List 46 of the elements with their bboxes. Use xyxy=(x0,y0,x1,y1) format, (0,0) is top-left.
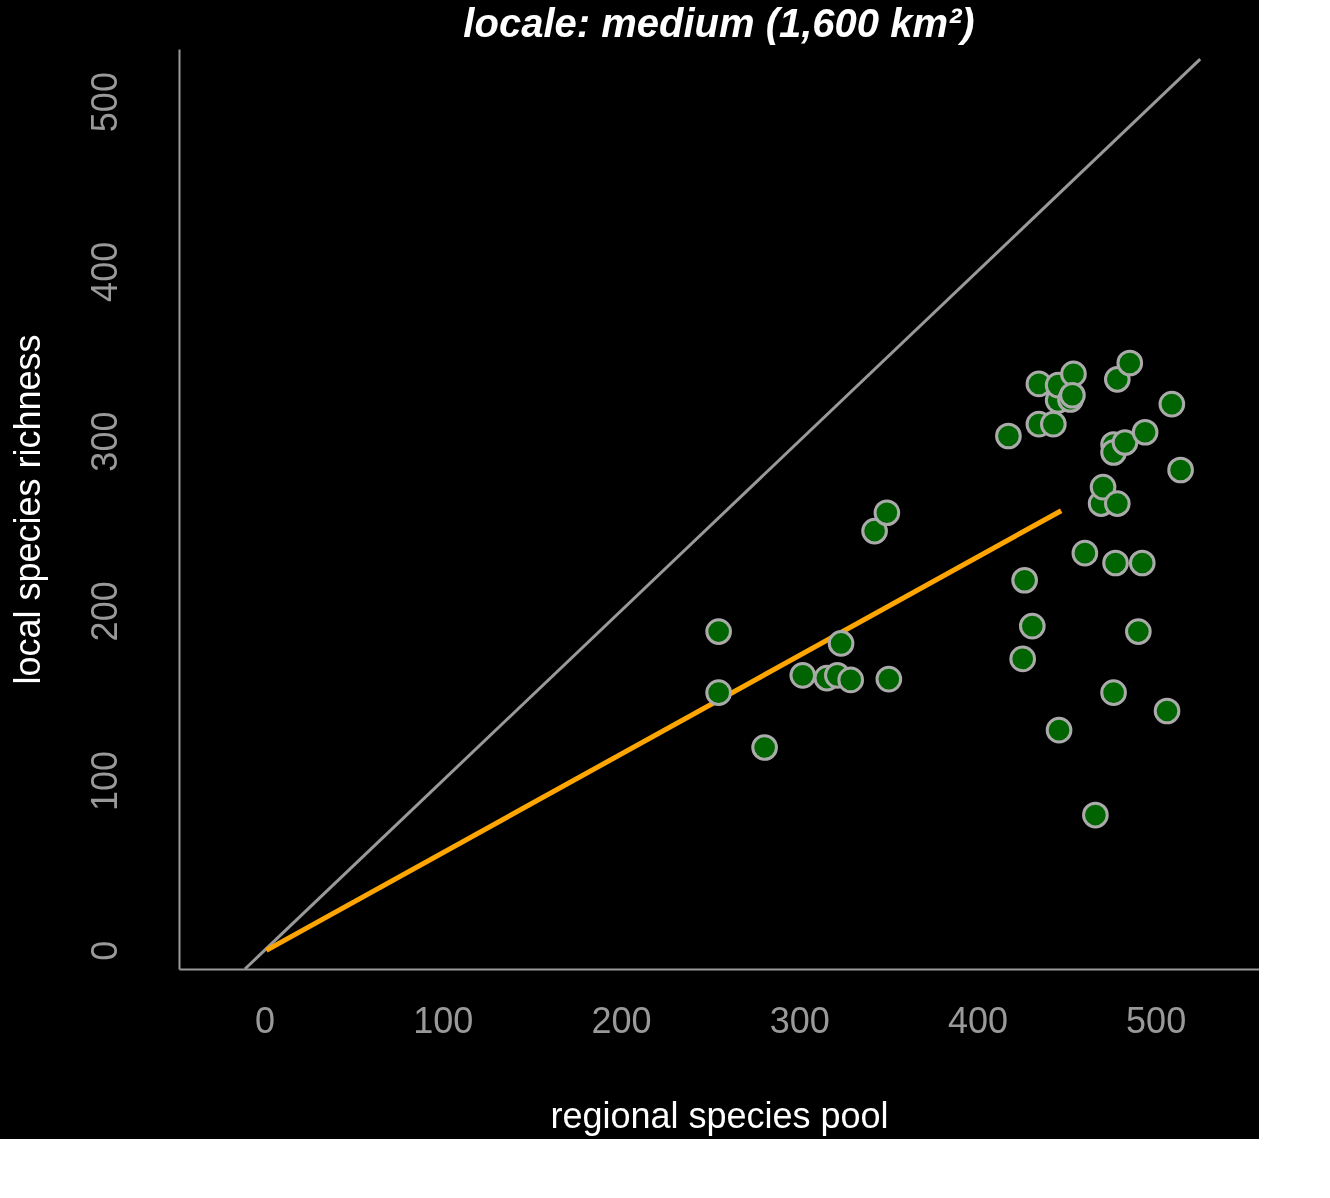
point xyxy=(873,499,901,527)
point xyxy=(1018,612,1046,640)
point xyxy=(1111,429,1139,456)
point xyxy=(1089,473,1117,501)
point xyxy=(705,679,732,706)
x-tick-label: 0 xyxy=(255,999,276,1041)
point xyxy=(705,618,732,645)
point xyxy=(1153,697,1181,725)
y-tick-label: 400 xyxy=(83,241,125,302)
point xyxy=(1071,539,1099,567)
y-tick-label: 200 xyxy=(83,581,125,642)
x-tick-label: 400 xyxy=(947,999,1008,1041)
point xyxy=(1103,490,1131,517)
point xyxy=(1128,549,1156,577)
point xyxy=(1082,801,1109,829)
point xyxy=(1059,381,1086,409)
y-tick-label: 500 xyxy=(83,72,125,133)
x-axis-title: regional species pool xyxy=(550,1094,889,1136)
y-axis-title: local species richness xyxy=(6,334,48,685)
point xyxy=(1011,566,1038,594)
point xyxy=(789,662,817,689)
x-tick-label: 500 xyxy=(1126,999,1187,1041)
point xyxy=(1045,716,1073,744)
point xyxy=(1131,418,1159,446)
chart-title: locale: medium (1,600 km²) xyxy=(463,1,975,45)
point xyxy=(837,666,865,694)
point xyxy=(751,734,778,761)
x-tick-label: 200 xyxy=(591,999,652,1041)
y-tick-label: 100 xyxy=(83,751,125,812)
point xyxy=(1060,360,1087,388)
point xyxy=(1100,679,1127,706)
point xyxy=(995,422,1022,450)
point xyxy=(875,665,903,693)
point xyxy=(1040,410,1067,438)
point xyxy=(1102,549,1129,577)
point xyxy=(1116,349,1144,377)
point xyxy=(1158,390,1186,418)
point xyxy=(1167,456,1194,484)
point xyxy=(1125,618,1152,645)
y-tick-label: 0 xyxy=(83,940,125,961)
point xyxy=(1009,645,1037,673)
x-tick-label: 100 xyxy=(413,999,474,1041)
y-tick-label: 300 xyxy=(83,411,125,472)
point xyxy=(827,630,855,657)
x-tick-label: 300 xyxy=(769,999,830,1041)
point xyxy=(861,517,888,545)
